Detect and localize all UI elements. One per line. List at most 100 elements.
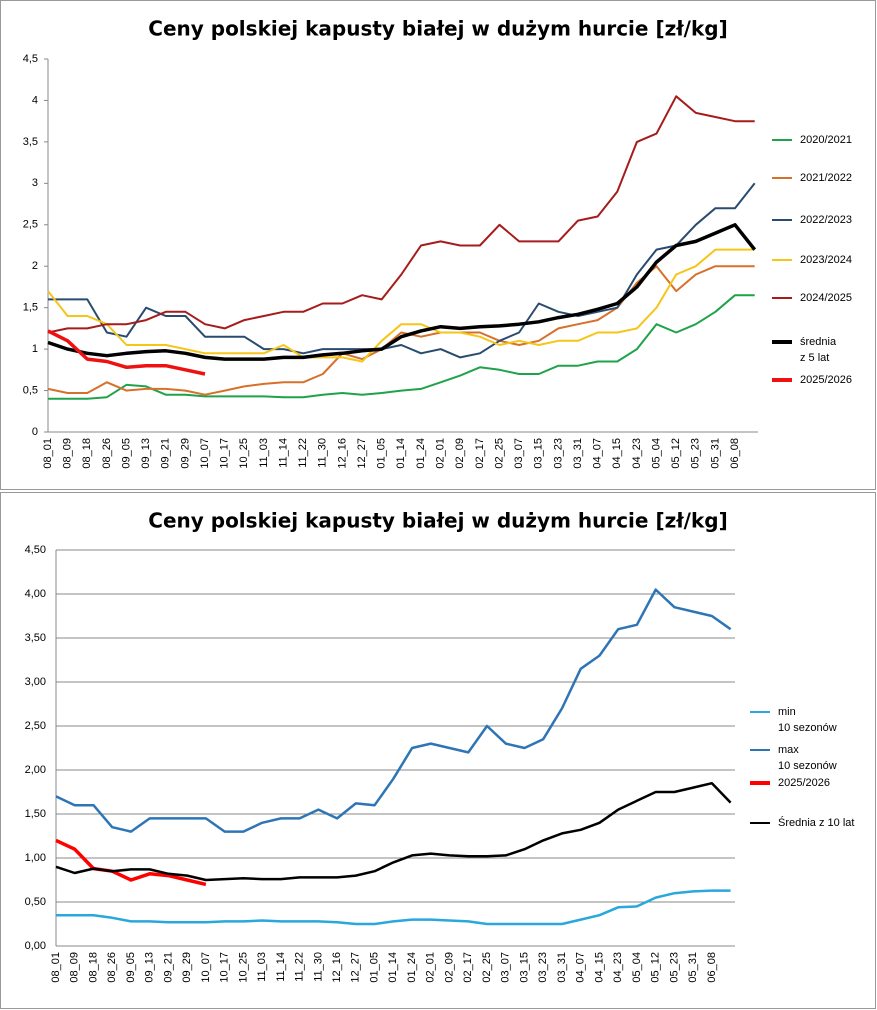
x-tick-label: 02_25 (493, 438, 505, 469)
x-tick-label: 02_09 (443, 952, 455, 983)
x-tick-label: 09_05 (125, 952, 137, 983)
y-tick-label: 1,00 (25, 852, 46, 864)
x-tick-label: 01_05 (376, 438, 388, 469)
x-tick-label: 12_16 (336, 438, 348, 469)
x-tick-label: 04_23 (612, 952, 624, 983)
x-tick-label: 01_24 (415, 438, 427, 469)
y-tick-label: 2 (32, 260, 38, 272)
x-tick-label: 03_31 (556, 952, 568, 983)
x-tick-label: 03_07 (513, 438, 525, 469)
y-tick-label: 2,00 (25, 764, 46, 776)
y-tick-label: 4,00 (25, 588, 46, 600)
x-tick-label: 02_17 (462, 952, 474, 983)
legend-swatch (750, 748, 770, 752)
x-tick-label: 01_14 (387, 952, 399, 983)
legend-swatch (750, 710, 770, 714)
x-tick-label: 11_22 (294, 952, 306, 982)
y-tick-label: 3 (32, 177, 38, 189)
x-tick-label: 05_23 (690, 438, 702, 469)
y-tick-label: 3,5 (23, 136, 38, 148)
x-tick-label: 03_23 (537, 952, 549, 983)
x-tick-label: 04_15 (611, 438, 623, 469)
y-tick-label: 3,00 (25, 676, 46, 688)
x-tick-label: 04_23 (631, 438, 643, 469)
series-line (55, 781, 732, 882)
x-tick-label: 05_12 (650, 952, 662, 983)
x-tick-label: 10_25 (237, 952, 249, 983)
x-tick-label: 08_01 (42, 438, 54, 469)
panel-border (0, 0, 876, 490)
x-tick-label: 09_13 (140, 438, 152, 469)
x-tick-label: 05_23 (668, 952, 680, 983)
y-tick-label: 3,50 (25, 632, 46, 644)
legend-label: Średnia z 10 lat (778, 817, 855, 829)
x-tick-label: 03_31 (572, 438, 584, 469)
legend-swatch (772, 139, 792, 141)
x-tick-label: 01_05 (368, 952, 380, 983)
chart-title: Ceny polskiej kapusty białej w dużym hur… (148, 509, 727, 533)
x-tick-label: 03_15 (518, 952, 530, 983)
legend-label: 2025/2026 (778, 777, 830, 789)
x-tick-label: 04_07 (592, 438, 604, 469)
panel-border (0, 492, 876, 1009)
y-tick-label: 1 (32, 343, 38, 355)
x-tick-label: 05_12 (670, 438, 682, 469)
x-tick-label: 06_08 (729, 438, 741, 469)
legend-swatch (772, 340, 792, 344)
x-tick-label: 11_03 (256, 952, 268, 982)
x-tick-label: 09_29 (181, 952, 193, 983)
x-tick-label: 05_31 (709, 438, 721, 469)
x-tick-label: 09_05 (120, 438, 132, 469)
x-tick-label: 04_07 (575, 952, 587, 983)
series-line (47, 329, 206, 376)
legend-swatch (772, 259, 792, 261)
x-tick-label: 05_04 (631, 952, 643, 983)
x-tick-label: 11_30 (312, 952, 324, 982)
y-tick-label: 0 (32, 426, 38, 438)
y-tick-label: 1,50 (25, 808, 46, 820)
x-tick-label: 12_27 (350, 952, 362, 983)
x-tick-label: 04_15 (593, 952, 605, 983)
legend-label: 2025/2026 (800, 374, 852, 386)
series-line (55, 588, 732, 833)
legend-swatch (772, 177, 792, 179)
x-tick-label: 10_25 (238, 438, 250, 469)
y-tick-label: 4,50 (25, 544, 46, 556)
legend-label: 2020/2021 (800, 134, 852, 146)
x-tick-label: 11_14 (277, 438, 289, 468)
series-line (48, 182, 756, 359)
x-tick-label: 03_23 (552, 438, 564, 469)
x-tick-label: 11_14 (275, 952, 287, 982)
legend-label: 2021/2022 (800, 172, 852, 184)
legend-swatch (772, 219, 792, 221)
x-tick-label: 12_27 (356, 438, 368, 469)
x-tick-label: 10_17 (219, 952, 231, 983)
x-tick-label: 08_26 (101, 438, 113, 469)
y-tick-label: 2,5 (23, 219, 38, 231)
legend-label: 2022/2023 (800, 214, 852, 226)
x-tick-label: 03_15 (533, 438, 545, 469)
x-tick-label: 02_01 (435, 438, 447, 469)
legend-swatch (772, 378, 792, 382)
legend-label: max 10 sezonów (778, 744, 837, 772)
legend-swatch (750, 781, 770, 785)
x-tick-label: 08_09 (62, 438, 74, 469)
x-tick-label: 09_13 (144, 952, 156, 983)
x-tick-label: 10_17 (219, 438, 231, 469)
x-tick-label: 11_30 (317, 438, 329, 468)
x-tick-label: 06_08 (706, 952, 718, 983)
y-tick-label: 2,50 (25, 720, 46, 732)
legend-label: 2023/2024 (800, 254, 852, 266)
x-tick-label: 08_09 (69, 952, 81, 983)
chart-title: Ceny polskiej kapusty białej w dużym hur… (148, 17, 727, 41)
x-tick-label: 09_21 (162, 952, 174, 983)
x-tick-label: 10_07 (199, 438, 211, 469)
y-tick-label: 0,50 (25, 896, 46, 908)
x-tick-label: 11_03 (258, 438, 270, 468)
x-tick-label: 08_01 (50, 952, 62, 983)
x-tick-label: 01_24 (406, 952, 418, 983)
x-tick-label: 08_18 (81, 438, 93, 469)
x-tick-label: 12_16 (331, 952, 343, 983)
x-tick-label: 11_22 (297, 438, 309, 468)
